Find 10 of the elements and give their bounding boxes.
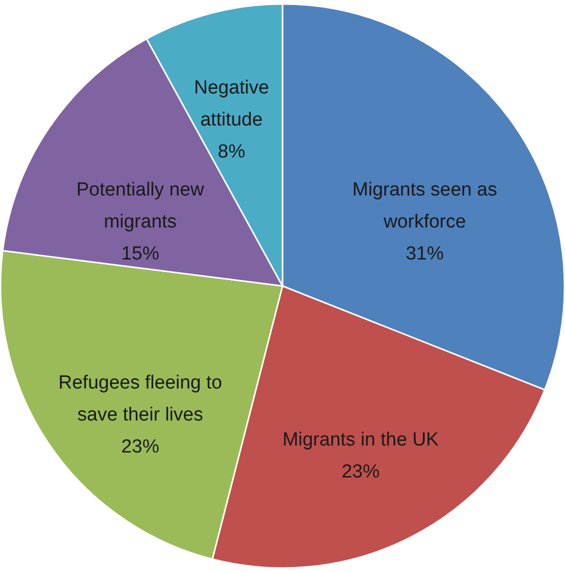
slice-label: Potentially new migrants [76,179,204,232]
data-label: 23% [121,436,160,458]
data-label: 23% [342,461,380,482]
slice-label: Migrants in the UK [282,429,440,450]
data-label: 31% [406,243,444,264]
slice-label: Migrants seen as workforce [352,179,498,232]
slice-label: Refugees fleeing to save their lives [58,372,222,426]
data-label: 8% [218,141,246,162]
data-label: 15% [121,243,160,264]
slice-label: Negative attitude [194,77,270,130]
